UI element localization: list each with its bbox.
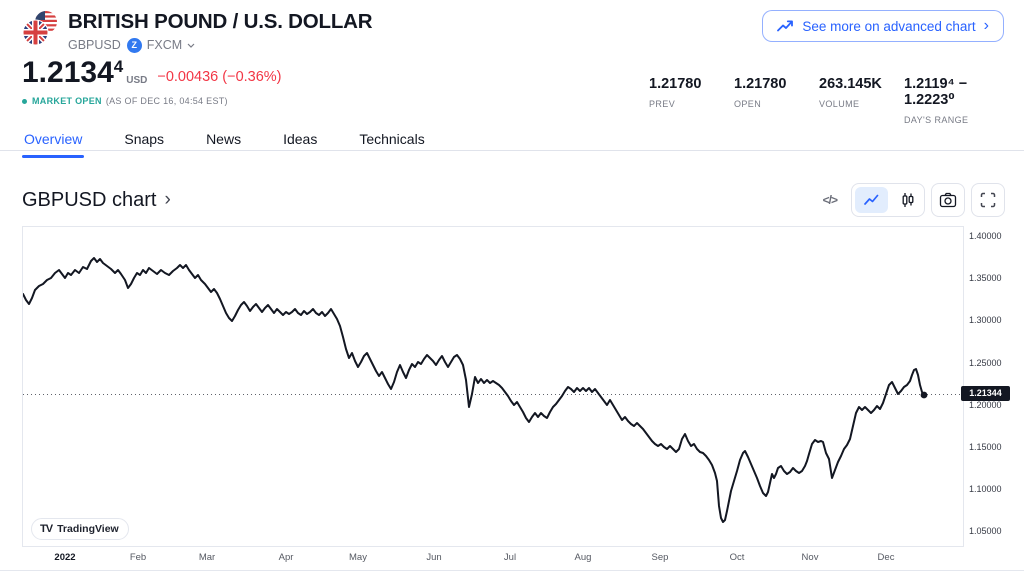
y-axis-label: 1.35000	[969, 273, 1002, 284]
advanced-chart-label: See more on advanced chart	[802, 18, 976, 34]
chevron-right-icon: ›	[983, 16, 989, 34]
x-axis-label: Jul	[503, 552, 517, 563]
tab-news[interactable]: News	[204, 127, 243, 150]
price-change: −0.00436 (−0.36%)	[157, 69, 282, 85]
chart-toolbar: </>	[823, 183, 1005, 217]
line-chart-icon	[777, 20, 794, 32]
snapshot-button[interactable]	[931, 183, 965, 217]
tradingview-logo-icon: TV	[40, 523, 53, 535]
y-axis-label: 1.05000	[969, 526, 1002, 537]
chart-header: GBPUSD chart › </>	[22, 182, 1005, 218]
y-axis-label: 1.30000	[969, 315, 1002, 326]
stat-value: 1.2119⁴ − 1.2223⁰	[904, 76, 968, 108]
chart-title-text: GBPUSD chart	[22, 188, 157, 211]
x-axis-label: 2022	[54, 552, 76, 563]
tab-overview[interactable]: Overview	[22, 127, 85, 158]
instrument-header: BRITISH POUND / U.S. DOLLAR GBPUSD Z FXC…	[22, 10, 373, 53]
tab-ideas[interactable]: Ideas	[281, 127, 319, 150]
section-tabs: Overview Snaps News Ideas Technicals	[0, 122, 1024, 158]
fxcm-badge-icon: Z	[126, 37, 142, 53]
price-series-line	[23, 257, 925, 523]
currency-label: USD	[126, 75, 148, 86]
line-style-button[interactable]	[855, 187, 888, 213]
x-axis-label: Dec	[877, 552, 895, 563]
gbpusd-flag-icon	[22, 11, 57, 46]
embed-code-icon[interactable]: </>	[822, 193, 838, 207]
chevron-right-icon: ›	[164, 189, 171, 210]
fullscreen-button[interactable]	[971, 183, 1005, 217]
stat-label: PREV	[649, 99, 676, 109]
stat-volume: 263.145K VOLUME	[819, 76, 904, 125]
chart-style-toggle	[851, 183, 925, 217]
x-axis-label: Mar	[198, 552, 216, 563]
chart-widget: TV TradingView 1.40000 1.35000 1.30000 1.25…	[22, 226, 1010, 571]
advanced-chart-button[interactable]: See more on advanced chart ›	[762, 10, 1004, 42]
stat-prev: 1.21780 PREV	[649, 76, 734, 125]
stat-value: 263.145K	[819, 76, 882, 92]
market-status: MARKET OPEN	[32, 96, 102, 106]
tradingview-logo-text: TradingView	[57, 523, 119, 535]
price-line-chart[interactable]	[23, 227, 964, 547]
y-axis-label: 1.25000	[969, 357, 1002, 368]
stat-label: VOLUME	[819, 99, 860, 109]
last-price-dot	[920, 391, 928, 399]
market-status-dot-icon	[22, 98, 27, 104]
exchange-selector[interactable]: Z FXCM	[126, 37, 195, 53]
page-title: BRITISH POUND / U.S. DOLLAR	[68, 10, 373, 33]
x-axis-label: Oct	[729, 552, 745, 563]
stat-value: 1.21780	[734, 76, 787, 92]
stat-value: 1.21780	[649, 76, 702, 92]
x-axis-label: Aug	[574, 552, 592, 563]
tab-technicals[interactable]: Technicals	[357, 127, 426, 150]
stat-day-s-range: 1.2119⁴ − 1.2223⁰ DAY'S RANGE	[904, 76, 1004, 125]
y-axis-label: 1.15000	[969, 442, 1002, 453]
camera-icon	[939, 192, 957, 208]
candlestick-icon	[902, 193, 913, 207]
stat-label: OPEN	[734, 99, 762, 109]
y-axis-label: 1.40000	[969, 231, 1002, 241]
tradingview-logo-link[interactable]: TV TradingView	[31, 518, 129, 540]
x-axis-label: Jun	[426, 552, 442, 563]
last-price-superscript: 4	[113, 57, 124, 76]
header: BRITISH POUND / U.S. DOLLAR GBPUSD Z FXC…	[22, 10, 1004, 53]
section-divider	[0, 570, 1024, 571]
stat-open: 1.21780 OPEN	[734, 76, 819, 125]
chart-plot-area[interactable]: TV TradingView	[22, 226, 964, 547]
tab-snaps[interactable]: Snaps	[122, 127, 166, 150]
as-of-timestamp: (AS OF DEC 16, 04:54 EST)	[105, 96, 228, 106]
quote-stats: 1.21780 PREV 1.21780 OPEN 263.145K VOLUME 1.21…	[649, 76, 1004, 125]
stat-label: DAY'S RANGE	[904, 115, 969, 125]
chevron-down-icon	[187, 43, 195, 48]
fullscreen-icon	[980, 192, 996, 208]
y-axis-label: 1.10000	[969, 484, 1002, 495]
candles-style-button[interactable]	[891, 184, 924, 216]
chart-title-link[interactable]: GBPUSD chart ›	[22, 189, 171, 212]
x-axis-label: Feb	[129, 552, 147, 563]
x-axis-label: May	[349, 552, 367, 563]
last-price: 1.2134	[22, 56, 114, 89]
x-axis-label: Sep	[651, 552, 669, 563]
x-axis-label: Nov	[801, 552, 819, 563]
y-axis-label: 1.20000	[969, 399, 1002, 410]
last-price-tag: 1.21344	[961, 385, 1010, 401]
line-chart-icon	[864, 194, 879, 205]
exchange-label: FXCM	[146, 38, 183, 53]
x-axis-label: Apr	[278, 552, 294, 563]
quote-block: 1.2134 4 USD −0.00436 (−0.36%) MARKET OP…	[22, 56, 282, 106]
symbol-label: GBPUSD	[68, 38, 121, 53]
